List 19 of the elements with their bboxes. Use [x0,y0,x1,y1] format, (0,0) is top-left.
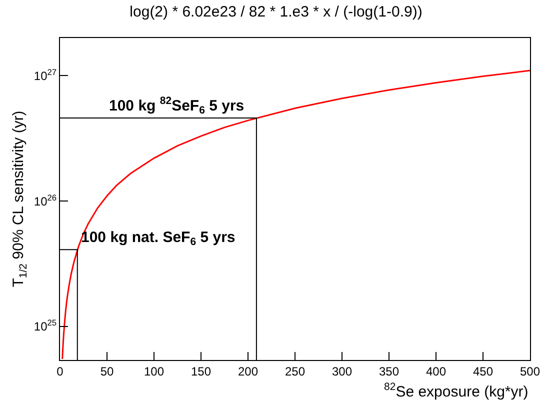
x-tick-label: 150 [190,364,212,378]
x-tick-label: 400 [426,364,446,378]
x-tick-label: 200 [238,364,258,378]
x-tick-label: 50 [100,364,114,378]
annotation: 100 kg $^{82}$SeF$_{6}$ 5 yrs [109,95,244,116]
y-tick-label: 10$^{25}$ [34,318,57,334]
x-tick-label: 0 [56,364,64,378]
y-tick-label: 10$^{27}$ [34,66,57,83]
x-tick-label: 350 [378,364,400,378]
x-tick-label: 250 [284,364,306,378]
annotation: 100 kg nat. SeF$_{6}$ 5 yrs [81,229,236,248]
x-tick-label: 450 [472,364,494,378]
x-tick-label: 300 [332,364,352,378]
x-tick-label: 500 [520,364,540,378]
y-tick-label: 10$^{26}$ [34,192,57,208]
x-axis-title: $^{82}$Se exposure (kg*yr) [384,381,528,400]
line-series [62,70,530,360]
x-tick-label: 100 [144,364,164,378]
chart-title: log(2) * 6.02e23 / 82 * 1.e3 * x / (-log(1-0.9)) [130,4,422,21]
